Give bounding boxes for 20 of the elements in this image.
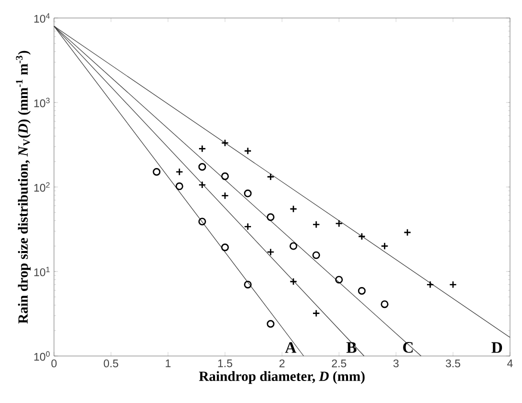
x-tick-label: 0.5 (104, 360, 118, 368)
series-label: C (403, 342, 413, 353)
y-tick-label: 10$^{2}$ (34, 182, 50, 192)
y-tick-label: 10$^{0}$ (34, 351, 50, 361)
y-tick-label: 10$^{1}$ (34, 266, 50, 276)
y-tick-label: 10$^{4}$ (34, 13, 50, 23)
x-tick-label: 2.5 (332, 360, 346, 368)
x-tick-label: 2 (279, 360, 285, 368)
series-label: D (492, 342, 502, 353)
y-tick-label: 10$^{3}$ (34, 98, 50, 108)
x-axis-title: Raindrop diameter, D (mm) (199, 371, 365, 384)
x-tick-label: 4 (507, 360, 513, 368)
x-tick-label: 3.5 (446, 360, 460, 368)
x-tick-label: 0 (51, 360, 57, 368)
series-label: B (346, 342, 356, 353)
series-label: A (285, 342, 296, 353)
text: Rain drop size distribution, N$_{V}$(D) (mm$^{-1}$ m$^{-3}$) (16, 50, 31, 324)
x-tick-label: 3 (393, 360, 399, 368)
x-tick-label: 1 (166, 360, 171, 368)
x-tick-label: 1.5 (218, 360, 232, 368)
